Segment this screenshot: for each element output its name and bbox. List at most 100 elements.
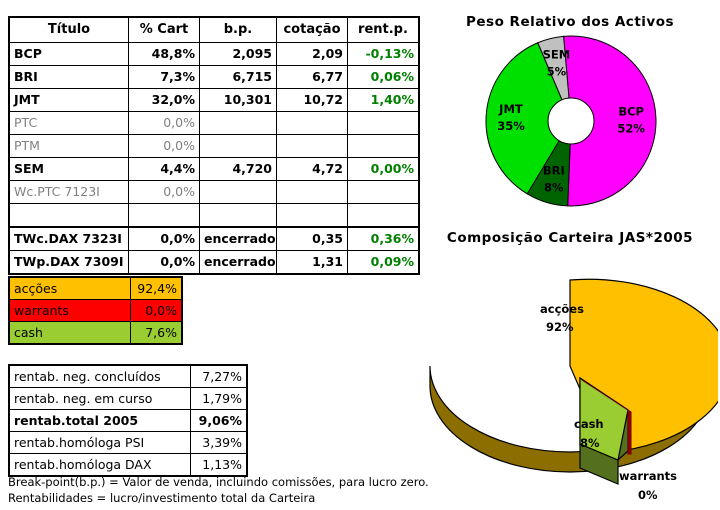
table-row-total: rentab.total 2005 9,06% (8, 409, 248, 432)
holdings-table: Título % Cart b.p. cotação rent.p. BCP 4… (8, 16, 420, 275)
cell-cotacao (276, 134, 348, 158)
cell-bp: 2,095 (199, 42, 277, 66)
donut-slice-jmt (485, 42, 572, 195)
asset-class-label: cash (8, 321, 131, 345)
return-label: rentab. neg. em curso (8, 387, 191, 410)
cell-cotacao: 2,09 (276, 42, 348, 66)
cell-cart: 4,4% (128, 157, 200, 181)
cell-bp: encerrado (199, 226, 277, 251)
cell-cotacao (276, 203, 348, 228)
cell-bp: 4,720 (199, 157, 277, 181)
cell-titulo: BRI (8, 65, 129, 89)
cell-rent: 0,00% (347, 157, 420, 181)
return-label: rentab. neg. concluídos (8, 364, 191, 388)
table-row: PTC 0,0% (8, 111, 420, 135)
donut-value-bcp: 52% (617, 122, 645, 136)
pie3d-label-warrants: warrants (619, 469, 677, 483)
cell-rent: -0,13% (347, 42, 420, 66)
cell-rent: 1,40% (347, 88, 420, 112)
table-row: JMT 32,0% 10,301 10,72 1,40% (8, 88, 420, 112)
column-header-bp: b.p. (199, 16, 277, 43)
cell-rent: 0,09% (347, 250, 420, 275)
asset-class-table: acções 92,4% warrants 0,0% cash 7,6% (8, 276, 183, 345)
table-row: BCP 48,8% 2,095 2,09 -0,13% (8, 42, 420, 66)
table-row: TWp.DAX 7309I 0,0% encerrado 1,31 0,09% (8, 250, 420, 275)
pie3d-chart-title: Composição Carteira JAS*2005 (446, 230, 694, 246)
cell-bp (199, 180, 277, 204)
asset-class-value: 0,0% (130, 299, 183, 322)
asset-class-value: 7,6% (130, 321, 183, 345)
table-row: rentab.homóloga DAX 1,13% (8, 453, 248, 477)
pie3d-label-cash: cash (574, 417, 604, 431)
return-label: rentab.homóloga DAX (8, 453, 191, 477)
cell-bp: 10,301 (199, 88, 277, 112)
cell-cotacao: 1,31 (276, 250, 348, 275)
cell-titulo (8, 203, 129, 228)
donut-value-bri: 8% (544, 181, 564, 195)
cell-bp: encerrado (199, 250, 277, 275)
table-row: rentab. neg. concluídos 7,27% (8, 364, 248, 388)
cell-cart: 32,0% (128, 88, 200, 112)
asset-class-label: warrants (8, 299, 131, 322)
donut-label-bcp: BCP (618, 105, 644, 119)
return-label: rentab.homóloga PSI (8, 431, 191, 454)
footnote-rentabilidades: Rentabilidades = lucro/investimento tota… (8, 491, 316, 505)
cell-cart: 0,0% (128, 226, 200, 251)
cell-cotacao: 4,72 (276, 157, 348, 181)
cell-bp: 6,715 (199, 65, 277, 89)
donut-slices (485, 35, 657, 207)
pie3d-chart-svg: acções 92% cash 8% warrants 0% (429, 278, 720, 502)
cell-rent: 0,06% (347, 65, 420, 89)
pie3d-value-warrants: 0% (638, 488, 658, 502)
cell-cotacao: 10,72 (276, 88, 348, 112)
donut-chart-title: Peso Relativo dos Activos (465, 14, 675, 30)
cell-rent (347, 203, 420, 228)
table-row: Wc.PTC 7123I 0,0% (8, 180, 420, 204)
donut-label-sem: SEM (543, 48, 571, 62)
donut-slice-labels: BCP 52% BRI 8% JMT 35% SEM 5% (497, 48, 645, 195)
return-value: 3,39% (190, 431, 248, 454)
cell-cart: 0,0% (128, 250, 200, 275)
cell-cart (128, 203, 200, 228)
cell-titulo: PTM (8, 134, 129, 158)
return-value: 1,79% (190, 387, 248, 410)
asset-class-label: acções (8, 276, 131, 300)
cell-titulo: TWc.DAX 7323I (8, 226, 129, 251)
cell-cart: 0,0% (128, 134, 200, 158)
cell-rent: 0,36% (347, 226, 420, 251)
donut-chart-svg: BCP 52% BRI 8% JMT 35% SEM 5% (485, 35, 657, 207)
return-label: rentab.total 2005 (8, 409, 191, 432)
donut-hole (547, 97, 595, 145)
table-row: BRI 7,3% 6,715 6,77 0,06% (8, 65, 420, 89)
donut-chart: BCP 52% BRI 8% JMT 35% SEM 5% (480, 32, 666, 212)
cell-rent (347, 180, 420, 204)
donut-value-jmt: 35% (497, 119, 525, 133)
returns-table: rentab. neg. concluídos 7,27% rentab. ne… (8, 364, 248, 477)
cell-cart: 0,0% (128, 111, 200, 135)
cell-cotacao: 6,77 (276, 65, 348, 89)
donut-slice-bcp (563, 35, 657, 207)
footnote-breakpoint: Break-point(b.p.) = Valor de venda, incl… (8, 475, 429, 489)
table-row: TWc.DAX 7323I 0,0% encerrado 0,35 0,36% (8, 226, 420, 251)
pie3d-warrants-sliver (581, 379, 632, 455)
table-row-spacer (8, 203, 420, 228)
donut-label-bri: BRI (543, 164, 565, 178)
cell-cart: 7,3% (128, 65, 200, 89)
column-header-titulo: Título (8, 16, 129, 43)
cell-cotacao (276, 180, 348, 204)
table-row: rentab. neg. em curso 1,79% (8, 387, 248, 410)
table-row-accoes: acções 92,4% (8, 276, 183, 300)
pie3d-value-cash: 8% (580, 436, 600, 450)
cell-titulo: TWp.DAX 7309I (8, 250, 129, 275)
column-header-percent-cart: % Cart (128, 16, 200, 43)
cell-rent (347, 134, 420, 158)
return-value: 9,06% (190, 409, 248, 432)
table-row-cash: cash 7,6% (8, 321, 183, 345)
donut-value-sem: 5% (547, 65, 567, 79)
cell-cart: 0,0% (128, 180, 200, 204)
footnotes: Break-point(b.p.) = Valor de venda, incl… (8, 474, 429, 506)
table-row-warrants: warrants 0,0% (8, 299, 183, 322)
table-row: rentab.homóloga PSI 3,39% (8, 431, 248, 454)
cell-titulo: PTC (8, 111, 129, 135)
table-row: SEM 4,4% 4,720 4,72 0,00% (8, 157, 420, 181)
